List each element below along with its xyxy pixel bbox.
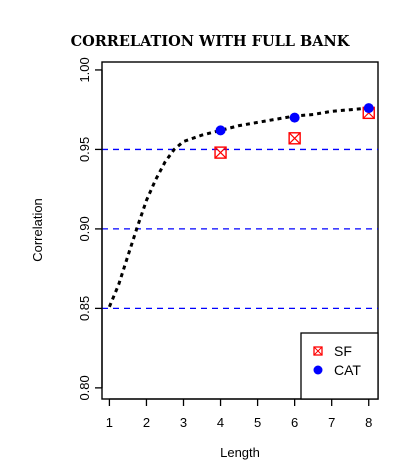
cat-marker — [363, 103, 374, 114]
reference-lines — [102, 148, 378, 310]
legend-sf-swatch — [313, 346, 323, 356]
fitted-curve — [108, 106, 369, 308]
legend-label: CAT — [334, 362, 361, 378]
x-tick-label: 1 — [106, 415, 113, 430]
x-tick-label: 8 — [365, 415, 372, 430]
x-axis: 1 2 3 4 5 6 7 8 — [106, 398, 372, 430]
legend-cat-swatch — [313, 365, 323, 375]
legend: SF CAT — [300, 332, 379, 400]
x-tick-label: 5 — [254, 415, 261, 430]
x-tick-label: 7 — [328, 415, 335, 430]
y-axis: 0.80 0.85 0.90 0.95 1.00 — [77, 57, 103, 401]
y-tick-label: 0.80 — [77, 375, 92, 400]
x-tick-label: 3 — [180, 415, 187, 430]
y-tick-label: 0.90 — [77, 216, 92, 241]
legend-label: SF — [334, 343, 352, 359]
y-tick-label: 1.00 — [77, 57, 92, 82]
chart-title: CORRELATION WITH FULL BANK — [71, 33, 351, 50]
legend-sf-box — [313, 346, 323, 356]
data-markers — [214, 103, 375, 159]
sf-marker — [288, 132, 301, 145]
x-tick-label: 6 — [291, 415, 298, 430]
cat-marker — [289, 112, 300, 123]
x-tick-label: 2 — [143, 415, 150, 430]
y-tick-label: 0.85 — [77, 296, 92, 321]
curve-line — [108, 106, 369, 308]
sf-marker — [214, 146, 227, 159]
sf-marker-cross — [214, 146, 227, 159]
sf-marker-box — [288, 132, 301, 145]
sf-marker-cross — [288, 132, 301, 145]
cat-marker — [215, 125, 226, 136]
legend-sf-cross — [313, 346, 323, 356]
y-axis-label: Correlation — [30, 198, 45, 262]
y-tick-label: 0.95 — [77, 137, 92, 162]
sf-marker-box — [214, 146, 227, 159]
x-tick-label: 4 — [217, 415, 224, 430]
legend-box — [300, 332, 379, 400]
x-axis-label: Length — [220, 445, 260, 460]
